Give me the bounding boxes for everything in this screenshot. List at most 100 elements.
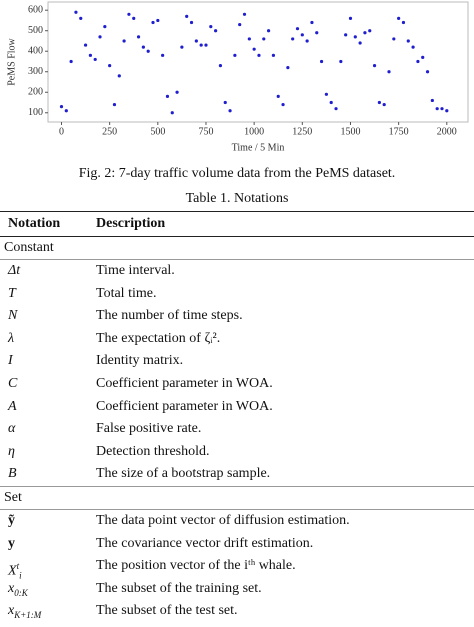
section-row: Constant bbox=[0, 237, 474, 260]
point bbox=[223, 100, 227, 105]
notation: T bbox=[8, 283, 16, 306]
section-name: Set bbox=[4, 489, 22, 505]
point bbox=[156, 18, 160, 23]
point bbox=[194, 39, 198, 43]
x-tick-label: 250 bbox=[102, 126, 117, 137]
point bbox=[421, 55, 425, 59]
point bbox=[93, 57, 97, 62]
y-tick-label: 400 bbox=[28, 46, 43, 57]
point bbox=[305, 39, 309, 43]
y-tick-label: 600 bbox=[28, 5, 43, 16]
point bbox=[103, 25, 107, 29]
symbol-sub: K+1:M bbox=[14, 610, 42, 621]
point bbox=[238, 22, 242, 27]
point bbox=[233, 53, 237, 57]
point bbox=[358, 41, 362, 45]
point bbox=[271, 53, 276, 57]
description: The number of time steps. bbox=[96, 308, 243, 324]
notation: I bbox=[8, 350, 13, 373]
point bbox=[79, 16, 83, 21]
table-row: N The number of time steps. bbox=[0, 305, 474, 328]
point bbox=[199, 43, 203, 47]
point bbox=[276, 94, 280, 98]
y-tick-label: 300 bbox=[28, 66, 43, 77]
notation: x0:K bbox=[8, 578, 28, 604]
point bbox=[310, 20, 314, 25]
symbol: λ bbox=[8, 330, 15, 346]
description: The covariance vector drift estimation. bbox=[96, 535, 314, 551]
description: The data point vector of diffusion estim… bbox=[96, 512, 350, 528]
point bbox=[209, 25, 213, 29]
description: False positive rate. bbox=[96, 421, 202, 437]
symbol: y bbox=[8, 535, 15, 551]
x-tick-label: 1250 bbox=[292, 126, 312, 137]
point bbox=[348, 16, 353, 21]
symbol: x bbox=[8, 603, 15, 619]
y-tick-label: 200 bbox=[28, 87, 43, 98]
point bbox=[170, 111, 174, 115]
notation: λ bbox=[8, 328, 14, 351]
description: The subset of the test set. bbox=[96, 603, 238, 619]
column-header: Notation bbox=[8, 216, 61, 231]
symbol: η bbox=[8, 443, 15, 459]
point bbox=[266, 29, 271, 33]
table-row: Xti The position vector of the iᵗʰ whale. bbox=[0, 555, 474, 580]
point bbox=[319, 59, 324, 64]
point bbox=[189, 20, 194, 25]
table-row: A Coefficient parameter in WOA. bbox=[0, 396, 474, 419]
point bbox=[324, 92, 328, 96]
point bbox=[165, 94, 170, 98]
notation: B bbox=[8, 463, 17, 486]
section-row: Set bbox=[0, 485, 474, 510]
point bbox=[397, 16, 401, 21]
symbol-sub: 0:K bbox=[14, 587, 28, 598]
point bbox=[247, 37, 251, 41]
symbol: B bbox=[8, 466, 17, 482]
point bbox=[112, 102, 117, 107]
point bbox=[98, 35, 102, 39]
point bbox=[218, 63, 223, 68]
symbol: X bbox=[8, 563, 17, 579]
point bbox=[339, 59, 343, 64]
table-row: C Coefficient parameter in WOA. bbox=[0, 373, 474, 396]
table-row: y The covariance vector drift estimation. bbox=[0, 533, 474, 556]
symbol: A bbox=[8, 398, 17, 414]
point bbox=[262, 37, 266, 41]
table-row: I Identity matrix. bbox=[0, 350, 474, 373]
point bbox=[69, 59, 73, 64]
point bbox=[295, 27, 300, 31]
point bbox=[291, 37, 295, 41]
table-row: T Total time. bbox=[0, 283, 474, 306]
point bbox=[406, 39, 410, 43]
point bbox=[416, 59, 420, 64]
plot-frame bbox=[47, 1, 469, 123]
symbol: T bbox=[8, 285, 16, 301]
point bbox=[445, 109, 449, 113]
notation: A bbox=[8, 396, 17, 419]
point bbox=[88, 53, 92, 57]
description: The subset of the training set. bbox=[96, 580, 262, 596]
point bbox=[175, 90, 179, 94]
table-row: α False positive rate. bbox=[0, 418, 474, 441]
point bbox=[382, 102, 386, 107]
x-tick-label: 500 bbox=[150, 126, 165, 137]
point bbox=[161, 53, 165, 57]
x-axis-label: Time / 5 Min bbox=[232, 142, 285, 153]
table-row: ỹ The data point vector of diffusion esti… bbox=[0, 510, 474, 533]
x-tick-label: 0 bbox=[59, 126, 64, 137]
description: Detection threshold. bbox=[96, 443, 210, 459]
table-row: x0:K The subset of the training set. bbox=[0, 578, 474, 601]
point bbox=[440, 107, 444, 111]
notation: ỹ bbox=[8, 510, 15, 533]
point bbox=[300, 33, 304, 37]
point bbox=[315, 31, 319, 35]
point bbox=[122, 39, 126, 43]
header-row: Notation Description bbox=[0, 211, 474, 237]
notation: N bbox=[8, 305, 17, 328]
notation: η bbox=[8, 441, 15, 464]
x-tick-label: 2000 bbox=[437, 126, 457, 137]
symbol: I bbox=[8, 353, 13, 369]
symbol: ỹ bbox=[8, 512, 15, 528]
notation: xK+1:M bbox=[8, 600, 41, 626]
